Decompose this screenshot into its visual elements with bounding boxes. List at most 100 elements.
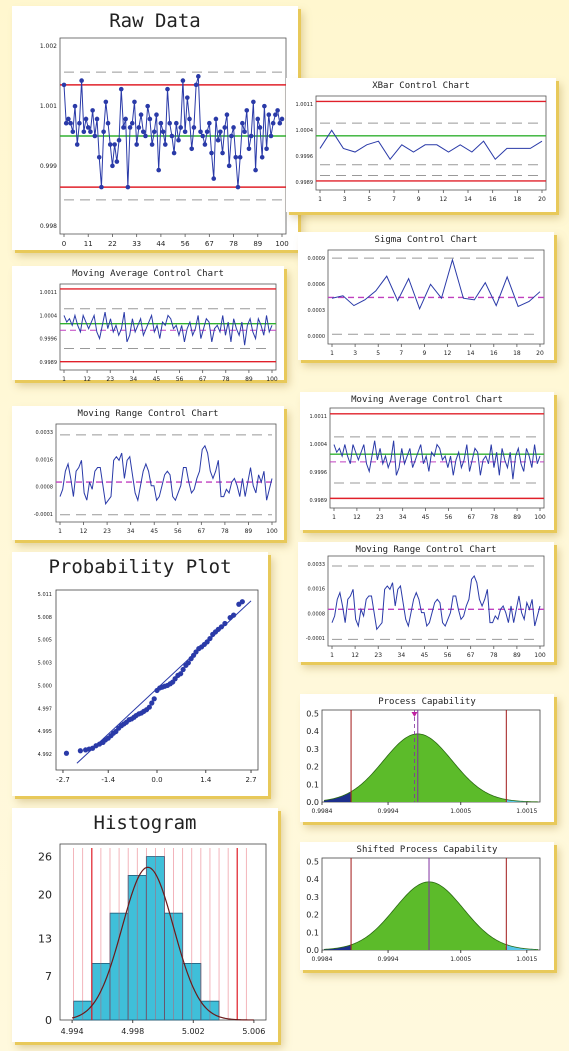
histogram-panel: Histogram 26 20 13 7 0 4.994 4.998 5.002 5.006 [12,808,278,1042]
raw-point-72 [220,150,225,156]
raw-point-88 [255,116,261,122]
xbar-xtick-label-5: 12 [440,196,448,203]
raw-point-96 [273,112,278,117]
raw-point-9 [81,129,87,135]
sigma-chart: 1 3 5 7 9 12 14 16 18 20 0.0009 0.0006 0.0003 0.0000 [308,249,545,357]
raw-point-58 [189,146,195,152]
sigma-xtick-label-1: 3 [353,350,357,357]
mr_left-xtick-label-2: 23 [103,528,111,535]
sigma-xtick-label-6: 14 [467,350,475,357]
raw-point-84 [246,146,252,152]
raw-point-36 [140,129,146,135]
raw-point-18 [101,129,106,135]
ma_right-plot-frame [329,407,545,509]
mr_left-xtick-label-4: 45 [150,528,158,535]
prob-ytick-label-6: 4.995 [38,729,52,735]
hist-xtick-label-2: 5.002 [182,1027,205,1036]
raw-point-67 [209,150,214,156]
raw-point-74 [224,112,230,117]
raw-point-99 [279,116,285,122]
prob-point-40 [185,660,191,666]
prob-ytick-label-4: 5.000 [38,683,52,689]
probability-plot-panel: Probability Plot -2.7 -1.4 0.0 1.4 2.7 5.011 5… [12,552,268,796]
raw-point-79 [235,184,241,190]
mr-left-chart: 1 12 23 34 45 56 67 78 89 100 0.0033 0.0016 0.0008 -0… [34,423,278,535]
raw-point-0 [61,82,67,88]
sigma-panel: Sigma Control Chart 1 3 5 7 9 12 14 16 18 20 0.000… [298,232,554,360]
probability-plot-chart: -2.7 -1.4 0.0 1.4 2.7 5.011 5.008 5.005 5.003 5.0… [38,589,259,784]
raw-xtick-label-5: 56 [181,240,190,248]
raw-point-25 [116,137,122,143]
mr_right-xtick-label-3: 34 [398,652,406,659]
raw-point-10 [83,116,89,122]
raw-point-92 [264,146,269,152]
mr_right-ytick-label-1: 0.0016 [308,587,326,593]
prob-point-27 [151,696,157,702]
ma_left-xtick-label-9: 100 [266,376,278,383]
raw-point-38 [145,103,150,109]
raw-xtick-label-2: 22 [108,240,117,248]
cap-ytick-label-1: 0.4 [306,727,319,736]
mr_right-xtick-label-4: 45 [421,652,429,659]
raw-point-43 [156,167,161,173]
raw-point-81 [240,120,245,126]
raw-point-12 [88,129,93,135]
raw-point-87 [253,167,258,173]
ma-right-chart: 1 12 23 34 45 56 67 78 89 100 1.0011 1.0004 0.9996 0.… [310,407,546,521]
ma-right-title: Moving Average Control Chart [351,395,503,405]
raw-point-53 [178,125,184,130]
raw-point-2 [66,116,71,122]
prob-point-48 [207,635,213,642]
raw-point-95 [270,120,276,126]
raw-point-42 [154,112,159,117]
raw-point-1 [63,120,69,126]
cap-ytick-label-3: 0.2 [306,763,319,772]
shift-xtick-label-2: 1.0005 [450,956,471,963]
raw-point-52 [176,137,181,143]
ma_left-xtick-label-5: 56 [176,376,184,383]
ma_left-xtick-label-4: 45 [153,376,161,383]
raw-point-69 [213,116,219,122]
xbar-xtick-label-9: 20 [538,196,546,203]
raw-point-34 [136,125,142,130]
cap-ytick-label-4: 0.1 [306,780,319,789]
mr_left-ytick-label-1: 0.0016 [36,457,54,463]
raw-data-panel: Raw Data 0 11 22 33 44 56 67 78 89 100 1.002 1.001 0… [12,6,298,250]
prob-ytick-label-7: 4.992 [38,752,52,758]
hist-ytick-label-2: 13 [38,932,52,945]
raw-point-54 [180,78,186,83]
raw-point-23 [112,142,117,147]
xbar-xtick-label-4: 9 [417,196,421,203]
ma_left-xtick-label-6: 67 [199,376,207,383]
histogram-chart: 26 20 13 7 0 4.994 4.998 5.002 5.006 [38,843,267,1036]
probability-plot-title: Probability Plot [48,556,232,578]
ma_right-ytick-label-1: 1.0004 [310,442,328,448]
hist-xtick-label-1: 4.998 [121,1027,144,1036]
raw-point-17 [99,184,104,190]
ma_right-ytick-label-2: 0.9996 [310,470,328,476]
mr_left-xtick-label-3: 34 [127,528,135,535]
raw-point-76 [229,133,234,139]
ma_right-xtick-label-0: 1 [332,514,336,521]
raw-point-51 [174,120,179,126]
mr-right-panel: Moving Range Control Chart 1 12 23 34 45 56 67… [298,542,554,662]
cap-xtick-label-3: 1.0015 [516,808,537,815]
process-capability-panel: Process Capability 0.5 0.4 0.3 0.2 0.1 0.0 0.9… [300,694,554,822]
raw-point-31 [129,120,135,126]
ma_right-series-line [333,440,541,480]
shift-xtick-label-3: 1.0015 [516,956,537,963]
mr_right-xtick-label-5: 56 [444,652,452,659]
raw-ytick-label-0: 1.002 [40,43,57,50]
raw-xtick-label-0: 0 [62,240,66,248]
ma_left-xtick-label-8: 89 [245,376,253,383]
sigma-xtick-label-5: 12 [444,350,452,357]
raw-point-49 [169,133,175,139]
mr_right-xtick-label-9: 100 [534,652,546,659]
ma_left-ytick-label-0: 1.0011 [40,290,58,296]
raw-point-22 [110,163,115,169]
cap-xtick-label-2: 1.0005 [450,808,471,815]
sigma-xtick-label-3: 7 [399,350,403,357]
raw-xtick-label-6: 67 [205,240,214,248]
raw-point-59 [191,125,197,130]
